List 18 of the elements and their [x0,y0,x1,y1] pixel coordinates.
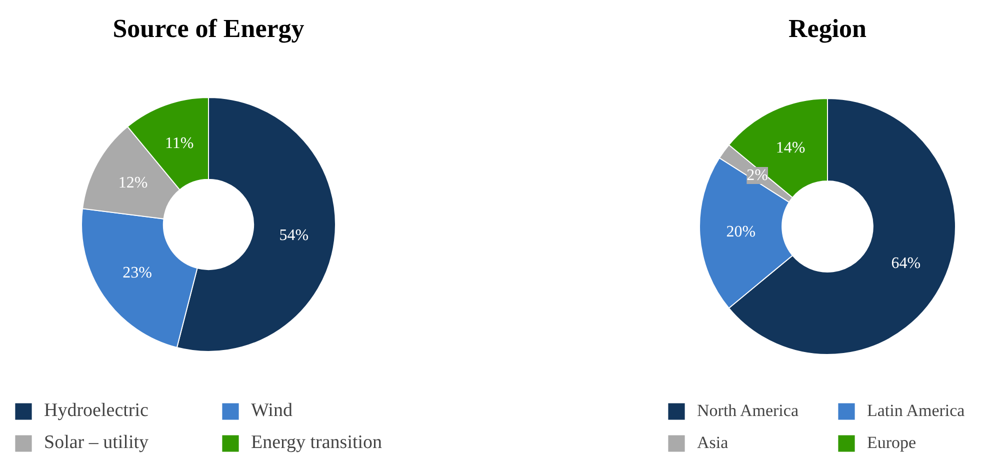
legend-label: Europe [867,433,918,453]
data-label: 54% [279,226,309,244]
data-label: 23% [122,264,152,282]
legend-label: Latin America [867,401,966,421]
legend-label: Asia [697,433,730,453]
legend-label: Energy transition [251,432,384,454]
data-label: 12% [118,174,148,192]
legend-label: Wind [251,400,294,422]
data-label: 20% [726,223,756,240]
data-label: 64% [891,254,921,272]
legend-label: Hydroelectric [44,400,150,422]
chart-title: Source of Energy [112,14,304,43]
legend-label: Solar – utility [44,432,150,454]
data-label: 11% [164,135,194,152]
data-label: 14% [776,140,806,157]
legend-label: North America [697,401,800,421]
data-label: 2% [746,167,768,184]
chart-title: Region [788,14,868,43]
